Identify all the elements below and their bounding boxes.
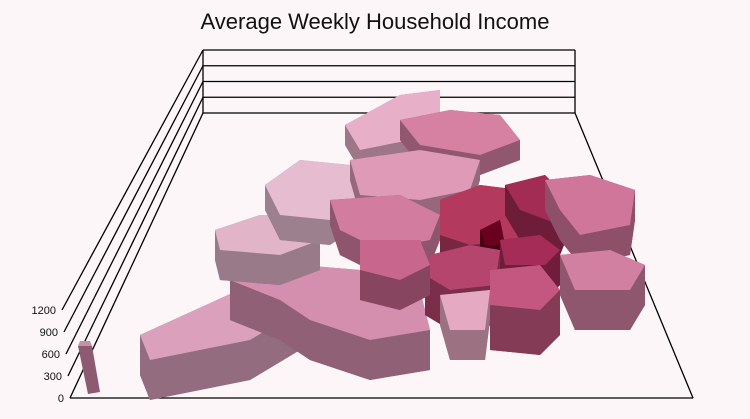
side-gridline [67, 96, 204, 377]
region-wall [560, 210, 580, 265]
region-wall [430, 215, 440, 265]
region-top [425, 245, 500, 290]
axes-box [61, 49, 694, 399]
map-region [490, 265, 560, 355]
region-wall [360, 270, 400, 310]
region-wall [220, 250, 280, 285]
region-wall [540, 290, 560, 355]
map-region [360, 240, 430, 310]
region-wall [630, 190, 635, 255]
side-gridline [63, 65, 204, 333]
region-wall [490, 305, 540, 355]
region-wall [150, 350, 200, 400]
region-wall [545, 180, 560, 240]
region-top [440, 290, 490, 330]
region-top [360, 240, 430, 280]
region-wall [200, 340, 250, 390]
z-tick-label: 1200 [32, 305, 56, 317]
region-wall [215, 230, 220, 280]
z-tick-label: 0 [58, 393, 64, 405]
side-gridline [65, 81, 204, 355]
region-top [500, 235, 560, 265]
z-tick-label: 600 [42, 349, 60, 361]
region-top [560, 250, 645, 290]
z-axis-ticks: 0 300 600 900 1200 [32, 305, 64, 405]
region-top [350, 150, 480, 200]
map-region [265, 160, 360, 245]
region-wall [575, 290, 630, 330]
region-top [480, 220, 505, 245]
region-top [545, 175, 635, 235]
region-wall [370, 330, 430, 380]
z-tick-label: 900 [40, 327, 58, 339]
region-wall [485, 290, 490, 360]
region-wall [330, 200, 340, 255]
region-top [490, 265, 560, 310]
region-wall [440, 295, 450, 360]
z-tick-label: 300 [44, 371, 62, 383]
region-wall [140, 335, 150, 400]
map-regions [140, 90, 645, 400]
map-region [440, 290, 490, 360]
region-top [400, 110, 520, 155]
region-wall [345, 125, 360, 170]
chart-title: Average Weekly Household Income [200, 9, 550, 34]
region-wall [505, 185, 520, 240]
floor-right-edge [574, 112, 694, 399]
region-wall [280, 215, 330, 245]
region-wall [480, 140, 520, 175]
region-wall [560, 255, 575, 330]
region-wall [630, 265, 645, 330]
region-wall [265, 185, 280, 240]
legend-bar [78, 341, 100, 394]
region-top [330, 195, 440, 250]
side-gridline [61, 49, 204, 311]
region-wall [450, 330, 485, 360]
map-region [560, 250, 645, 330]
